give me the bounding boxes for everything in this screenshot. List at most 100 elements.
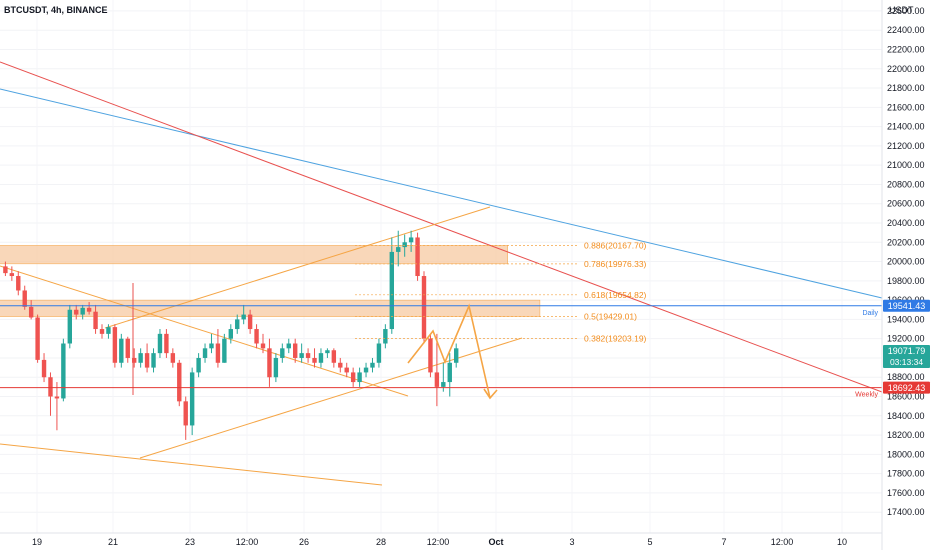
price-tick-label: 20400.00 (887, 218, 925, 228)
blue-descending-trendline (0, 88, 883, 299)
fib-label: 0.5(19429.01) (584, 312, 637, 322)
price-tick-label: 18000.00 (887, 449, 925, 459)
candle (454, 343, 459, 368)
candle-body (80, 307, 85, 315)
price-zone (0, 299, 541, 317)
time-tick-label: 26 (299, 537, 309, 547)
red-descending-trendline (0, 61, 883, 393)
price-tick-label: 18800.00 (887, 372, 925, 382)
candle-body (35, 317, 40, 360)
fib-label: 0.786(19976.33) (584, 259, 647, 269)
candle (125, 336, 130, 363)
candle (415, 232, 420, 281)
price-axis[interactable] (882, 0, 932, 550)
candle-body (383, 329, 388, 344)
candle-body (441, 382, 446, 387)
candle-body (428, 338, 433, 373)
candle (209, 333, 214, 354)
candle-body (370, 362, 375, 368)
candle (428, 333, 433, 378)
price-tick-label: 18400.00 (887, 411, 925, 421)
candle-body (177, 362, 182, 402)
candle-body (305, 353, 311, 358)
candle-body (22, 290, 27, 307)
weekly-level-tag: Weekly (855, 392, 878, 399)
candle-body (157, 333, 163, 354)
current-price-label: 19071.79 (888, 346, 926, 356)
candle-body (280, 348, 285, 358)
price-tick-label: 18200.00 (887, 430, 925, 440)
fib-label: 0.382(19203.19) (584, 333, 647, 343)
candle (370, 357, 375, 373)
candle-body (170, 353, 176, 363)
daily-price-tag-label: 19541.43 (888, 301, 926, 311)
candle-body (86, 307, 92, 312)
candle-body (408, 237, 414, 243)
candle (86, 302, 92, 315)
price-tick-label: 20800.00 (887, 179, 925, 189)
candle-body (93, 311, 98, 330)
candle (35, 314, 40, 363)
price-tick-label: 21200.00 (887, 141, 925, 151)
candle (325, 348, 330, 358)
price-tick-label: 21000.00 (887, 160, 925, 170)
candle (331, 348, 337, 368)
time-axis-ticks[interactable]: 19 21 23 12:00 26 28 12:00 Oct 3 5 7 12:00 10 (32, 537, 847, 547)
candle-body (202, 348, 208, 358)
candle-body (132, 357, 137, 363)
candle (138, 348, 143, 368)
candle (9, 266, 15, 281)
candle-body (28, 306, 34, 318)
candle-body (267, 348, 272, 378)
countdown-label: 03:13:34 (890, 357, 923, 367)
orange-descending-line (0, 265, 409, 397)
candle-body (363, 367, 369, 373)
candle (363, 362, 369, 378)
horizontal-levels: Daily Weekly (0, 305, 882, 399)
price-tick-label: 21800.00 (887, 83, 925, 93)
candle (254, 324, 259, 349)
candle-body (209, 343, 214, 349)
candle (247, 309, 253, 334)
candle (338, 357, 343, 373)
time-tick-label: 19 (32, 537, 42, 547)
candle-body (54, 396, 60, 399)
candle-body (189, 372, 195, 426)
price-tick-label: 22600.00 (887, 6, 925, 16)
candle-body (215, 343, 221, 363)
candle (61, 338, 66, 402)
candle (318, 348, 324, 368)
projected-path (407, 303, 498, 400)
candle-body (338, 362, 343, 368)
time-tick-label: 5 (647, 537, 652, 547)
candle (280, 343, 285, 363)
candle-body (41, 359, 47, 378)
candle (312, 348, 317, 368)
candle (144, 343, 150, 373)
price-tick-label: 22000.00 (887, 64, 925, 74)
time-tick-label: 12:00 (427, 537, 450, 547)
candle (235, 314, 240, 334)
candle-body (106, 327, 111, 334)
candle-body (318, 353, 324, 363)
candle (196, 353, 201, 378)
time-tick-label: 7 (721, 537, 726, 547)
candle-body (119, 338, 124, 363)
candle-body (74, 309, 79, 315)
price-tick-label: 19400.00 (887, 314, 925, 324)
fib-label: 0.618(19654.82) (584, 290, 647, 300)
price-tick-label: 19200.00 (887, 334, 925, 344)
price-tick-label: 18600.00 (887, 392, 925, 402)
price-tick-label: 21400.00 (887, 122, 925, 132)
candle (441, 362, 446, 392)
candle (3, 261, 8, 277)
fibonacci-levels: 0.886(20167.70) 0.786(19976.33) 0.618(1965… (355, 240, 647, 343)
candle (421, 271, 427, 344)
price-tick-label: 17400.00 (887, 507, 925, 517)
candle (170, 348, 176, 368)
candle-body (3, 266, 8, 274)
candle (112, 324, 118, 368)
